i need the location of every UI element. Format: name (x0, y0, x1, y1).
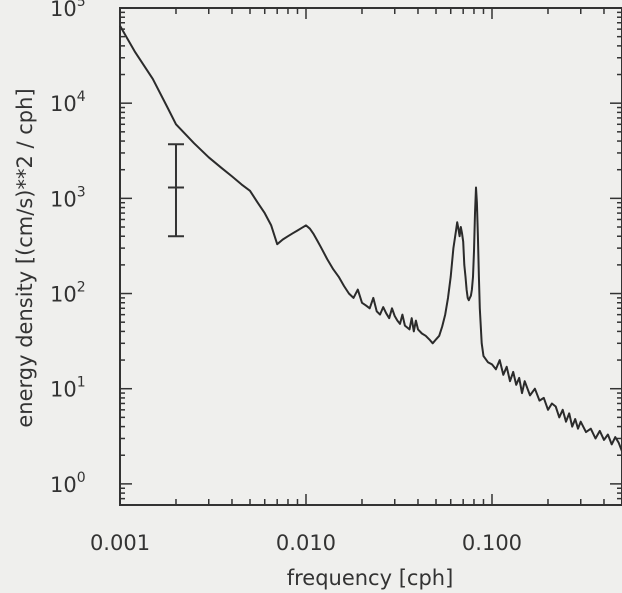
spectrum-line (119, 25, 622, 452)
x-tick-label: 0.001 (90, 531, 150, 555)
y-tick-labels: 100 101 102 103 104 105 (50, 0, 86, 497)
y-axis-label: energy density [(cm/s)**2 / cph] (13, 88, 37, 427)
y-tick-label: 100 (50, 470, 86, 497)
y-tick-label: 105 (50, 0, 86, 21)
x-tick-label: 0.010 (276, 531, 336, 555)
y-tick-label: 102 (50, 280, 86, 307)
plot-frame (119, 7, 622, 506)
x-axis-label: frequency [cph] (287, 566, 454, 590)
minor-ticks (120, 8, 622, 506)
x-tick-label: 0.100 (462, 531, 522, 555)
error-bar (167, 143, 184, 238)
x-tick-labels: 0.001 0.010 0.100 (90, 531, 522, 555)
y-tick-label: 103 (50, 184, 86, 211)
major-ticks (119, 7, 622, 505)
y-tick-label: 104 (50, 89, 86, 116)
y-tick-label: 101 (50, 375, 86, 402)
